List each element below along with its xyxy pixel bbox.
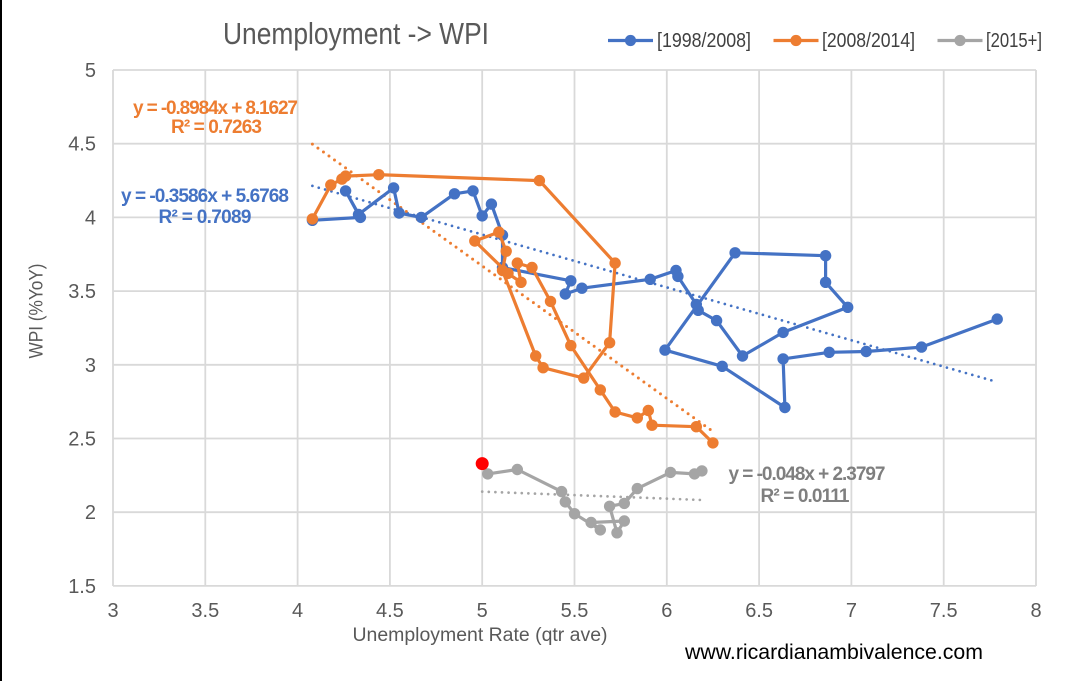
svg-text:5: 5 (477, 600, 488, 622)
svg-text:Unemployment Rate (qtr ave): Unemployment Rate (qtr ave) (353, 625, 608, 646)
svg-text:8: 8 (1030, 600, 1041, 622)
svg-text:Unemployment -> WPI: Unemployment -> WPI (223, 16, 489, 51)
svg-text:4: 4 (85, 207, 96, 229)
svg-text:R² = 0.7089: R² = 0.7089 (159, 207, 252, 228)
svg-text:3.5: 3.5 (191, 600, 219, 622)
svg-text:5.5: 5.5 (561, 600, 589, 622)
svg-text:R² = 0.7263: R² = 0.7263 (171, 117, 262, 138)
svg-text:6.5: 6.5 (745, 600, 773, 622)
svg-text:4: 4 (292, 600, 303, 622)
svg-text:3.5: 3.5 (68, 281, 96, 303)
svg-text:y = -0.8984x + 8.1627: y = -0.8984x + 8.1627 (133, 98, 298, 119)
svg-text:[2008/2014]: [2008/2014] (822, 30, 915, 52)
svg-text:2: 2 (85, 502, 96, 524)
svg-text:3: 3 (85, 355, 96, 377)
svg-text:y = -0.3586x + 5.6768: y = -0.3586x + 5.6768 (121, 186, 289, 207)
svg-text:4.5: 4.5 (68, 134, 96, 156)
svg-text:5: 5 (85, 60, 96, 82)
svg-text:7: 7 (846, 600, 857, 622)
svg-text:7.5: 7.5 (930, 600, 958, 622)
svg-text:[2015+]: [2015+] (986, 30, 1042, 52)
svg-text:WPI (%YoY): WPI (%YoY) (27, 264, 48, 359)
svg-text:R² = 0.0111: R² = 0.0111 (761, 486, 850, 507)
svg-text:3: 3 (107, 600, 118, 622)
svg-text:2.5: 2.5 (68, 429, 96, 451)
svg-text:1.5: 1.5 (68, 576, 96, 598)
svg-text:4.5: 4.5 (376, 600, 404, 622)
svg-text:www.ricardianambivalence.com: www.ricardianambivalence.com (684, 641, 983, 664)
svg-text:y = -0.048x + 2.3797: y = -0.048x + 2.3797 (729, 464, 886, 485)
svg-text:6: 6 (661, 600, 672, 622)
svg-text:[1998/2008]: [1998/2008] (657, 30, 751, 52)
